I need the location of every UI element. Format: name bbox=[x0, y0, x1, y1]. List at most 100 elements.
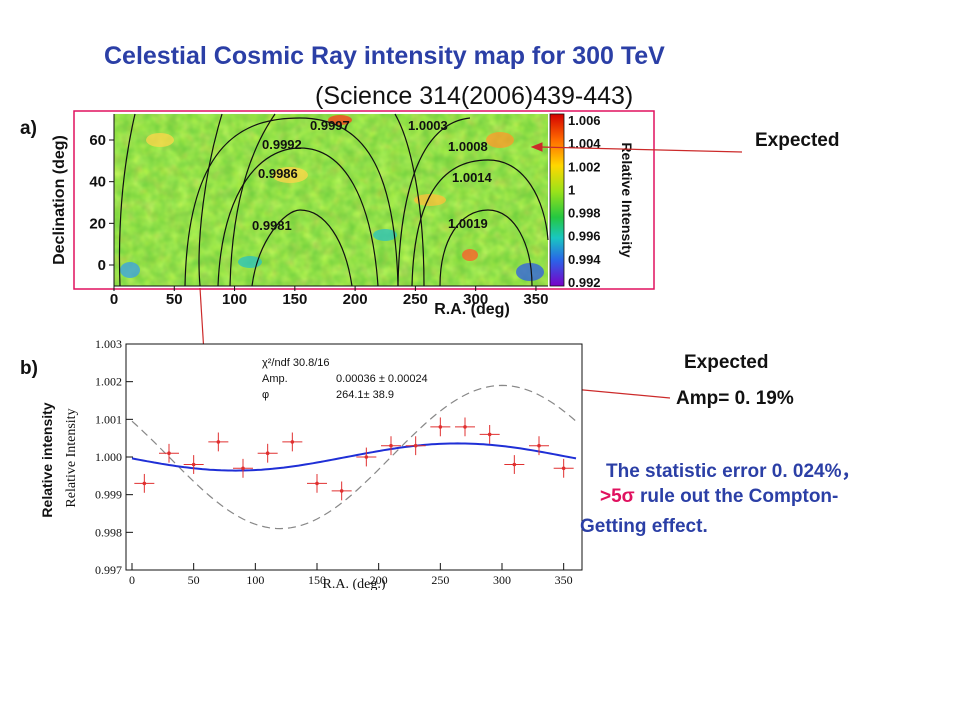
slide-title: Celestial Cosmic Ray intensity map for 3… bbox=[104, 42, 665, 70]
y-tick-label: 1.002 bbox=[95, 375, 122, 389]
expected-label-bottom: Expected bbox=[684, 352, 769, 373]
stats-chi2: χ²/ndf 30.8/16 bbox=[262, 357, 330, 369]
panel-a-y-tick-label: 0 bbox=[98, 257, 106, 274]
panel-a-x-tick-label: 350 bbox=[523, 291, 548, 308]
data-point bbox=[241, 466, 245, 471]
data-point bbox=[290, 440, 295, 444]
data-point bbox=[265, 451, 270, 456]
data-point bbox=[487, 432, 492, 437]
contour-label: 1.0019 bbox=[448, 216, 488, 231]
y-tick-label: 1.001 bbox=[95, 412, 122, 426]
stat-error-line2-rest: rule out the Compton- bbox=[634, 486, 839, 507]
panel-a-x-tick-label: 150 bbox=[282, 291, 307, 308]
significance-text: >5σ bbox=[600, 486, 635, 507]
panel-a-x-ticks: 0 50 100 150 200 250 300 350 bbox=[110, 286, 548, 308]
y-tick-label: 1.003 bbox=[95, 337, 122, 351]
contours bbox=[118, 113, 549, 287]
data-point bbox=[463, 425, 467, 429]
panel-a-x-axis-label: R.A. (deg) bbox=[434, 301, 510, 318]
x-tick-label: 200 bbox=[370, 573, 388, 587]
y-tick-label: 0.999 bbox=[95, 488, 122, 502]
colorbar-tick-label: 1.002 bbox=[568, 159, 601, 174]
x-tick-label: 250 bbox=[431, 573, 449, 587]
data-point bbox=[389, 443, 393, 448]
data-point bbox=[216, 440, 221, 444]
panel-a-x-tick-label: 300 bbox=[463, 291, 488, 308]
panel-a-x-tick-label: 100 bbox=[222, 291, 247, 308]
stat-error-line3: Getting effect. bbox=[580, 516, 708, 537]
data-point bbox=[537, 443, 541, 448]
panel-a-x-tick-label: 200 bbox=[343, 291, 368, 308]
colorbar-tick-label: 0.996 bbox=[568, 229, 601, 244]
panel-a-y-tick-label: 40 bbox=[89, 174, 106, 191]
panel-a-y-tick-label: 20 bbox=[89, 215, 106, 232]
colorbar-tick-label: 0.998 bbox=[568, 206, 601, 221]
colorbar-tick-label: 0.992 bbox=[568, 275, 601, 290]
y-tick-label: 0.998 bbox=[95, 525, 122, 539]
panel-a-x-tick-label: 50 bbox=[166, 291, 183, 308]
data-point bbox=[167, 451, 171, 456]
stats-phi-label: φ bbox=[262, 389, 269, 401]
data-point bbox=[142, 481, 147, 486]
data-point bbox=[438, 425, 443, 429]
data-point bbox=[561, 466, 566, 471]
data-points bbox=[134, 417, 574, 501]
contour-label: 0.9997 bbox=[310, 118, 350, 133]
panel-a-y-tick-label: 60 bbox=[89, 132, 106, 149]
contour-label: 0.9986 bbox=[258, 166, 298, 181]
fit-curve bbox=[131, 442, 577, 472]
x-tick-label: 0 bbox=[129, 573, 135, 587]
contour-label: 1.0014 bbox=[452, 170, 493, 185]
colorbar-tick-label: 0.994 bbox=[568, 252, 601, 267]
y-tick-label: 1.000 bbox=[95, 450, 122, 464]
data-point bbox=[315, 481, 319, 486]
colorbar-tick-label: 1 bbox=[568, 182, 575, 197]
ticks: 0 50 100 150 200 250 300 350 0.997 0.998 0.999 1.00… bbox=[95, 337, 573, 587]
x-tick-label: 300 bbox=[493, 573, 511, 587]
data-point bbox=[364, 455, 369, 459]
data-point bbox=[413, 443, 418, 448]
y-tick-label: 0.997 bbox=[95, 563, 122, 577]
panel-b-label: b) bbox=[20, 358, 38, 379]
x-tick-label: 50 bbox=[188, 573, 200, 587]
contour-label: 0.9992 bbox=[262, 137, 302, 152]
stats-phi-value: 264.1± 38.9 bbox=[336, 389, 394, 401]
panel-a-y-ticks: 0 20 40 60 bbox=[89, 132, 114, 274]
data-point bbox=[191, 462, 196, 467]
expected-top-arrow bbox=[530, 142, 743, 153]
panel-a-label: a) bbox=[20, 118, 37, 139]
stat-error-line1: The statistic error 0. 024%， bbox=[606, 461, 861, 482]
outer-y-label: Relative intensity bbox=[39, 402, 55, 517]
x-tick-label: 100 bbox=[246, 573, 264, 587]
colorbar bbox=[549, 113, 565, 287]
map-blobs bbox=[120, 115, 544, 281]
expected-label-top: Expected bbox=[755, 130, 840, 151]
expected-amplitude: Amp= 0. 19% bbox=[676, 388, 794, 409]
expected-curve bbox=[131, 384, 577, 530]
data-point bbox=[512, 462, 517, 467]
x-tick-label: 150 bbox=[308, 573, 326, 587]
panel-a-x-tick-label: 250 bbox=[403, 291, 428, 308]
contour-label: 0.9981 bbox=[252, 218, 292, 233]
x-axis-label: R.A. (deg.) bbox=[323, 577, 386, 590]
x-tick-label: 350 bbox=[555, 573, 573, 587]
panel-a-frame bbox=[73, 110, 655, 290]
colorbar-label: Relative Intensity bbox=[619, 142, 635, 257]
data-point bbox=[339, 489, 344, 493]
plot-frame bbox=[125, 343, 583, 571]
stats-amp-value: 0.00036 ± 0.00024 bbox=[336, 373, 428, 385]
colorbar-tick-label: 1.006 bbox=[568, 113, 601, 128]
stat-error-line2: >5σ rule out the Compton- bbox=[600, 486, 838, 508]
panel-b-chart: Relative intensity Relative Intensity R.… bbox=[39, 337, 583, 590]
panel-a-contour-labels: 0.9997 1.0003 0.9992 1.0008 0.9986 1.0014 0.99… bbox=[252, 118, 493, 233]
y-axis-label: Relative Intensity bbox=[64, 408, 79, 507]
panel-a-y-axis-label: Declination (deg) bbox=[51, 135, 68, 265]
panel-a-x-tick-label: 0 bbox=[110, 291, 118, 308]
stats-amp-label: Amp. bbox=[262, 373, 288, 385]
contour-label: 1.0008 bbox=[448, 139, 488, 154]
stats-box: χ²/ndf 30.8/16 Amp. 0.00036 ± 0.00024 φ … bbox=[262, 357, 428, 401]
citation: (Science 314(2006)439-443) bbox=[315, 82, 634, 110]
contour-label: 1.0003 bbox=[408, 118, 448, 133]
